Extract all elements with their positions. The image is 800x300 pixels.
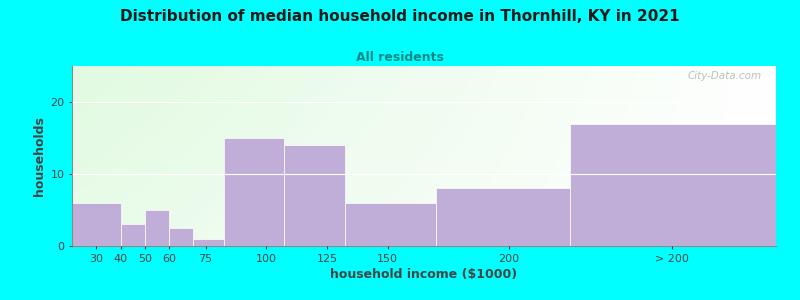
X-axis label: household income ($1000): household income ($1000): [330, 268, 518, 281]
Bar: [345, 203, 436, 246]
Bar: [436, 188, 570, 246]
Bar: [224, 138, 285, 246]
Bar: [72, 203, 121, 246]
Text: All residents: All residents: [356, 51, 444, 64]
Bar: [194, 239, 224, 246]
Bar: [570, 124, 776, 246]
Y-axis label: households: households: [33, 116, 46, 196]
Bar: [145, 210, 169, 246]
Bar: [169, 228, 194, 246]
Text: Distribution of median household income in Thornhill, KY in 2021: Distribution of median household income …: [120, 9, 680, 24]
Text: City-Data.com: City-Data.com: [688, 71, 762, 81]
Bar: [121, 224, 145, 246]
Bar: [285, 145, 345, 246]
